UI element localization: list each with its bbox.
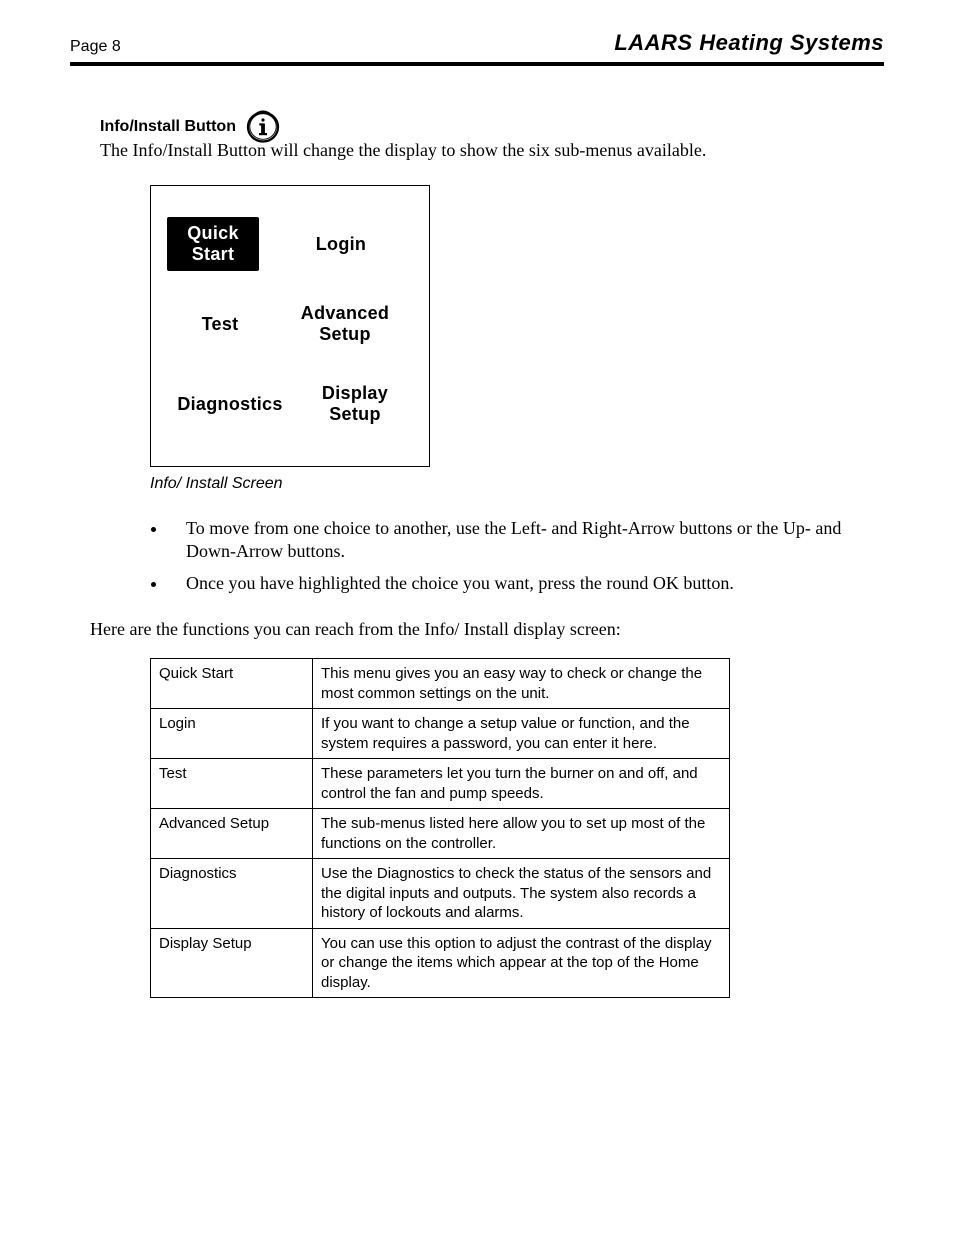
screen-caption: Info/ Install Screen [150,475,884,493]
page-number: Page 8 [70,38,121,56]
fn-desc-cell: Use the Diagnostics to check the status … [313,859,730,929]
table-row: Advanced Setup The sub-menus listed here… [151,809,730,859]
table-row: Display Setup You can use this option to… [151,928,730,998]
fn-name-cell: Test [151,759,313,809]
fn-name-cell: Diagnostics [151,859,313,929]
functions-table: Quick Start This menu gives you an easy … [150,658,730,998]
section-heading: Info/Install Button [100,118,236,136]
instruction-item: Once you have highlighted the choice you… [168,572,854,595]
table-row: Login If you want to change a setup valu… [151,709,730,759]
fn-name-cell: Display Setup [151,928,313,998]
menu-advanced-setup: Advanced Setup [275,303,415,344]
page-header: Page 8 LAARS Heating Systems [70,30,884,60]
menu-quick-start: Quick Start [167,217,259,271]
table-row: Diagnostics Use the Diagnostics to check… [151,859,730,929]
instruction-item: To move from one choice to another, use … [168,517,854,564]
table-row: Quick Start This menu gives you an easy … [151,659,730,709]
document-page: Page 8 LAARS Heating Systems Info/Instal… [0,0,954,1235]
table-lead-text: Here are the functions you can reach fro… [90,619,884,640]
menu-diagnostics: Diagnostics [165,394,295,415]
header-rule [70,62,884,66]
screen-row-2: Test Advanced Setup [165,284,415,364]
brand-title: LAARS Heating Systems [614,30,884,56]
menu-test: Test [165,314,275,335]
instruction-list: To move from one choice to another, use … [100,517,854,595]
fn-name-cell: Advanced Setup [151,809,313,859]
screen-row-3: Diagnostics Display Setup [165,364,415,444]
section-heading-row: Info/Install Button [100,110,884,144]
screen-row-1: Quick Start Login [165,204,415,284]
fn-desc-cell: The sub-menus listed here allow you to s… [313,809,730,859]
intro-text: The Info/Install Button will change the … [100,140,884,161]
info-circle-icon [246,110,280,144]
fn-name-cell: Login [151,709,313,759]
fn-name-cell: Quick Start [151,659,313,709]
info-install-screen: Quick Start Login Test Advanced Setup Di… [150,185,430,467]
fn-desc-cell: You can use this option to adjust the co… [313,928,730,998]
fn-desc-cell: This menu gives you an easy way to check… [313,659,730,709]
menu-display-setup: Display Setup [295,383,415,424]
fn-desc-cell: These parameters let you turn the burner… [313,759,730,809]
menu-login: Login [267,234,415,255]
fn-desc-cell: If you want to change a setup value or f… [313,709,730,759]
table-row: Test These parameters let you turn the b… [151,759,730,809]
